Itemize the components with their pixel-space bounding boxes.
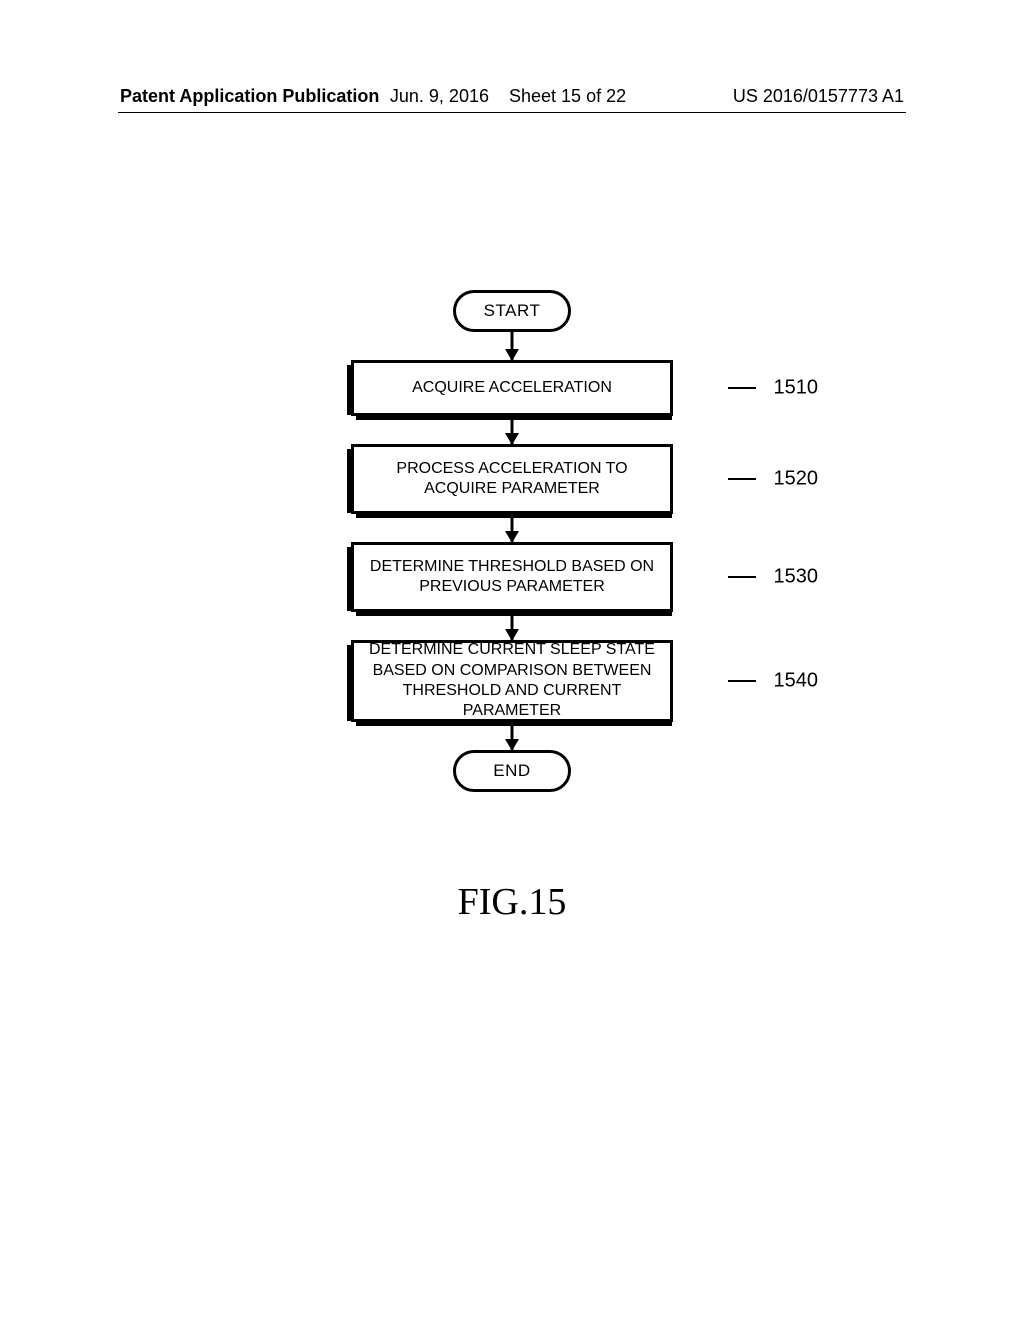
- ref-tick: [728, 478, 756, 480]
- process-box: PROCESS ACCELERATION TOACQUIRE PARAMETER: [351, 444, 673, 514]
- header-center: Jun. 9, 2016 Sheet 15 of 22: [318, 86, 698, 107]
- start-label: START: [484, 301, 541, 321]
- header-rule: [118, 112, 906, 113]
- end-terminal: END: [453, 750, 571, 792]
- process-label: DETERMINE CURRENT SLEEP STATEBASED ON CO…: [364, 640, 660, 722]
- ref-label: 1510: [774, 377, 819, 400]
- ref-tick: [728, 387, 756, 389]
- process-box: ACQUIRE ACCELERATION: [351, 360, 673, 416]
- header-right: US 2016/0157773 A1: [733, 86, 904, 107]
- ref-label: 1530: [774, 566, 819, 589]
- step-1530: DETERMINE THRESHOLD BASED ONPREVIOUS PAR…: [302, 542, 722, 612]
- ref-tick: [728, 680, 756, 682]
- arrow: [302, 514, 722, 542]
- header-sheet: Sheet 15 of 22: [509, 86, 626, 106]
- process-box: DETERMINE CURRENT SLEEP STATEBASED ON CO…: [351, 640, 673, 722]
- ref-tick: [728, 576, 756, 578]
- ref-label: 1540: [774, 670, 819, 693]
- arrow: [302, 416, 722, 444]
- process-label: PROCESS ACCELERATION TOACQUIRE PARAMETER: [396, 459, 627, 500]
- ref-label: 1520: [774, 468, 819, 491]
- step-1510: ACQUIRE ACCELERATION 1510: [302, 360, 722, 416]
- process-label: DETERMINE THRESHOLD BASED ONPREVIOUS PAR…: [370, 557, 654, 598]
- start-terminal: START: [453, 290, 571, 332]
- page: Patent Application Publication Jun. 9, 2…: [0, 0, 1024, 1320]
- step-1540: DETERMINE CURRENT SLEEP STATEBASED ON CO…: [302, 640, 722, 722]
- arrow: [302, 722, 722, 750]
- flowchart: START ACQUIRE ACCELERATION 1510 PROCESS …: [302, 290, 722, 792]
- header-date: Jun. 9, 2016: [390, 86, 489, 106]
- figure-caption: FIG.15: [458, 880, 567, 924]
- end-label: END: [493, 761, 530, 781]
- process-label: ACQUIRE ACCELERATION: [412, 378, 612, 398]
- process-box: DETERMINE THRESHOLD BASED ONPREVIOUS PAR…: [351, 542, 673, 612]
- step-1520: PROCESS ACCELERATION TOACQUIRE PARAMETER…: [302, 444, 722, 514]
- arrow: [302, 612, 722, 640]
- arrow: [302, 332, 722, 360]
